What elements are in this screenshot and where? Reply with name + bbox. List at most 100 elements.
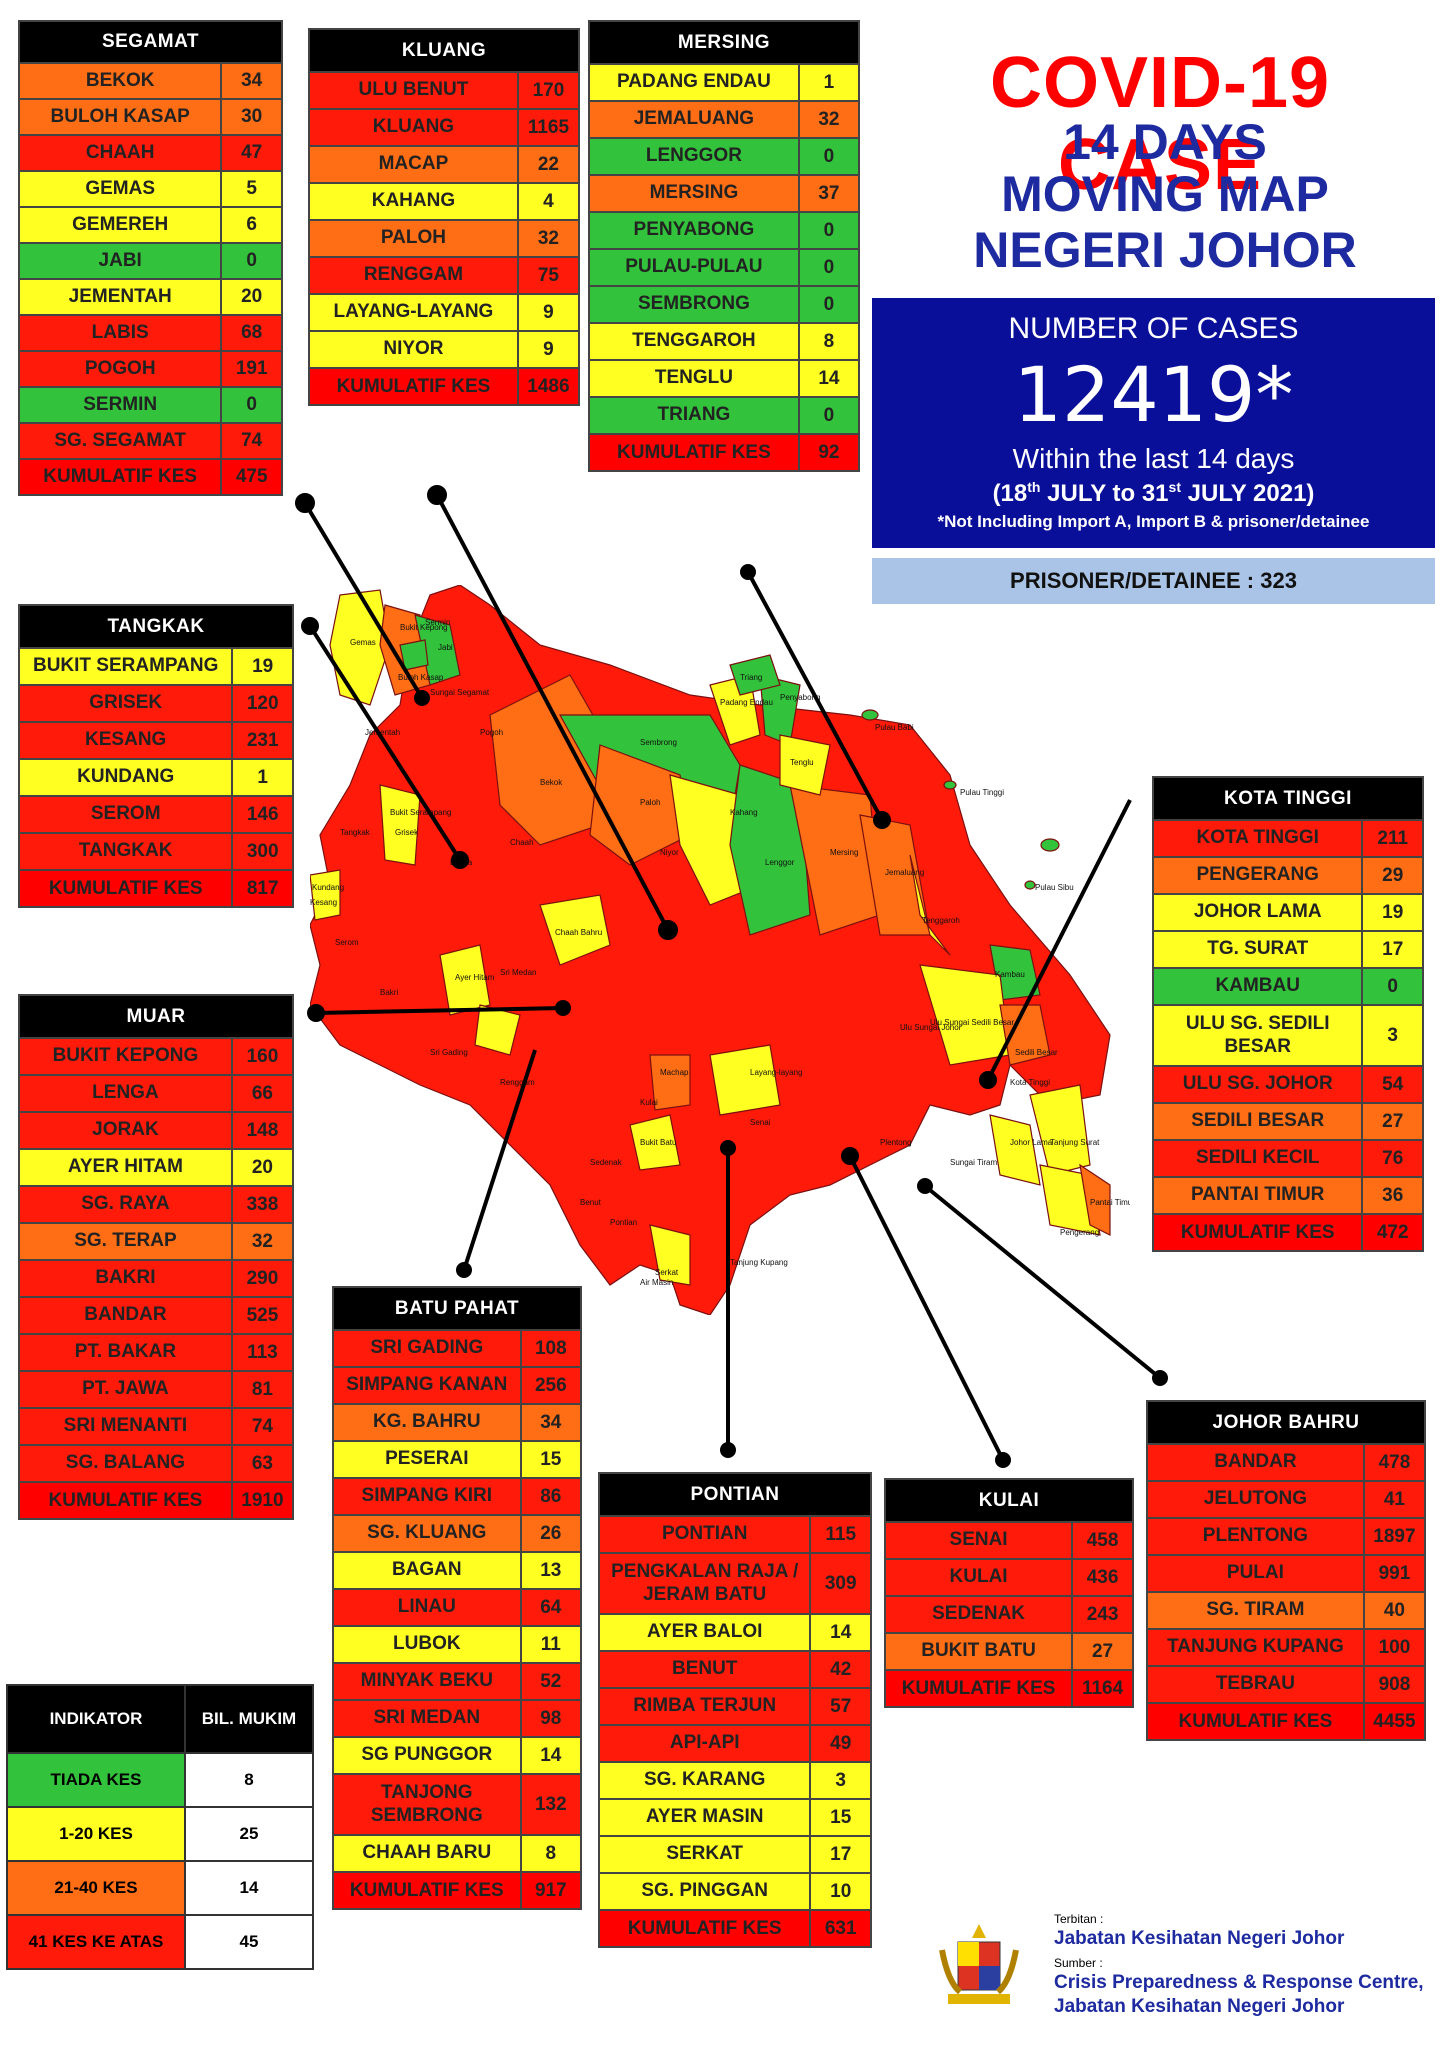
table-row: SIMPANG KIRI 86 [332, 1477, 583, 1516]
mukim-name: ULU SG. SEDILI BESAR [1151, 1004, 1364, 1067]
table-row: PLENTONG 1897 [1146, 1517, 1427, 1556]
subtitle-days: 14 DAYS [1063, 114, 1267, 170]
map-zone-bukit-serampang [379, 784, 421, 866]
mukim-cases: 74 [220, 422, 283, 460]
mukim-cases: 41 [1362, 1480, 1427, 1519]
publisher: Jabatan Kesihatan Negeri Johor [1054, 1928, 1345, 1949]
mukim-cases: 40 [1362, 1591, 1427, 1630]
map-zone-tenggaroh [909, 854, 951, 956]
table-row: SRI GADING 108 [332, 1329, 583, 1368]
mukim-name: BENUT [597, 1650, 812, 1689]
map-zone-bukit-batu [629, 1114, 681, 1171]
mukim-cases: 0 [797, 248, 861, 287]
map-place-label: Triang [740, 673, 762, 682]
mukim-cases: 170 [516, 71, 581, 110]
total-row: KUMULATIF KES 631 [597, 1909, 872, 1948]
mukim-name: SEDENAK [883, 1595, 1074, 1634]
map-place-label: Jementah [365, 728, 400, 737]
mukim-name: LENGA [18, 1074, 233, 1113]
mukim-name: KAHANG [308, 182, 519, 221]
mukim-name: JABI [17, 242, 223, 280]
map-zone-sg-kluang [474, 1004, 521, 1056]
mukim-cases: 98 [519, 1699, 583, 1738]
table-row: LINAU 64 [332, 1588, 583, 1627]
district-name: PONTIAN [598, 1472, 872, 1517]
table-row: SEDILI BESAR 27 [1151, 1102, 1424, 1141]
total-label: KUMULATIF KES [18, 1481, 233, 1520]
table-row: MERSING 37 [588, 174, 861, 213]
mukim-cases: 86 [519, 1477, 583, 1516]
map-place-label: Renggam [500, 1078, 535, 1087]
mukim-cases: 9 [516, 293, 581, 332]
mukim-name: PENGKALAN RAJA / JERAM BATU [597, 1552, 812, 1615]
exclusion-note: *Not Including Import A, Import B & pris… [937, 512, 1370, 531]
mukim-name: CHAAH [17, 134, 223, 172]
mukim-name: PLENTONG [1146, 1517, 1365, 1556]
page-title: COVID-19 CASE [989, 43, 1331, 205]
mukim-cases: 17 [809, 1835, 872, 1874]
map-zone-layang [709, 1044, 781, 1116]
table-row: BUKIT KEPONG 160 [18, 1037, 295, 1076]
mukim-cases: 75 [516, 256, 581, 295]
mukim-cases: 256 [519, 1366, 583, 1405]
total-row: KUMULATIF KES 92 [588, 433, 861, 472]
table-row: BUKIT SERAMPANG 19 [17, 647, 294, 686]
mukim-name: SEDILI KECIL [1151, 1139, 1364, 1178]
map-place-label: Bekok [540, 778, 563, 787]
mukim-name: RENGGAM [308, 256, 519, 295]
mukim-name: JORAK [18, 1111, 233, 1150]
mukim-cases: 37 [797, 174, 861, 213]
mukim-cases: 0 [797, 285, 861, 324]
map-place-label: Grisek [395, 828, 419, 837]
table-row: KAMBAU 0 [1151, 967, 1424, 1006]
map-place-label: Mersing [830, 848, 858, 857]
map-place-label: Sembrong [640, 738, 677, 747]
map-zone-paloh [589, 744, 691, 866]
table-row: JELUTONG 41 [1146, 1480, 1427, 1519]
mukim-name: LENGGOR [588, 137, 800, 176]
footer: Terbitan : Jabatan Kesihatan Negeri Joho… [938, 1912, 1448, 2032]
map-place-label: Niyor [660, 848, 679, 857]
table-row: SERKAT 17 [597, 1835, 872, 1874]
map-place-label: Pogoh [480, 728, 503, 737]
mukim-cases: 66 [230, 1074, 295, 1113]
mukim-cases: 146 [231, 795, 294, 834]
mukim-name: SG. KLUANG [332, 1514, 522, 1553]
map-place-label: Penyabong [780, 693, 820, 702]
table-row: BAGAN 13 [332, 1551, 583, 1590]
mukim-cases: 191 [220, 350, 283, 388]
mukim-name: BUKIT BATU [883, 1632, 1074, 1671]
mukim-cases: 29 [1361, 856, 1424, 895]
map-place-label: Sri Gading [430, 1048, 468, 1057]
mukim-cases: 9 [516, 330, 581, 369]
map-place-label: Pulau Sibu [1035, 883, 1074, 892]
mukim-name: BAKRI [18, 1259, 233, 1298]
map-place-label: Kahang [730, 808, 758, 817]
mukim-name: LABIS [17, 314, 223, 352]
mukim-name: LAYANG-LAYANG [308, 293, 519, 332]
total-label: KUMULATIF KES [1151, 1213, 1364, 1252]
mukim-name: KOTA TINGGI [1151, 819, 1364, 858]
legend-value: 14 [184, 1860, 314, 1916]
mukim-name: PALOH [308, 219, 519, 258]
map-place-label: Bakri [380, 988, 398, 997]
date-range: (18th JULY to 31st JULY 2021) [992, 479, 1315, 507]
mukim-cases: 5 [220, 170, 283, 208]
table-row: PESERAI 15 [332, 1440, 583, 1479]
district-name: KULAI [884, 1478, 1134, 1523]
table-row: BANDAR 478 [1146, 1443, 1427, 1482]
map-zone-pantai-timur [1079, 1163, 1111, 1236]
mukim-cases: 0 [220, 386, 283, 424]
district-name: TANGKAK [18, 604, 294, 649]
district-table-pontian: PONTIAN PONTIAN 115 PENGKALAN RAJA / JERAM … [597, 1472, 872, 1948]
table-row: PULAI 991 [1146, 1554, 1427, 1593]
table-row: GEMAS 5 [17, 170, 283, 208]
map-place-label: Air Masin [640, 1278, 673, 1287]
district-name: MERSING [588, 20, 860, 65]
mukim-cases: 10 [809, 1872, 872, 1911]
mukim-cases: 19 [1361, 893, 1424, 932]
mukim-cases: 338 [230, 1185, 295, 1224]
map-place-label: Sungai Tiram [950, 1158, 997, 1167]
mukim-cases: 34 [519, 1403, 583, 1442]
map-place-label: Kundang [312, 883, 344, 892]
